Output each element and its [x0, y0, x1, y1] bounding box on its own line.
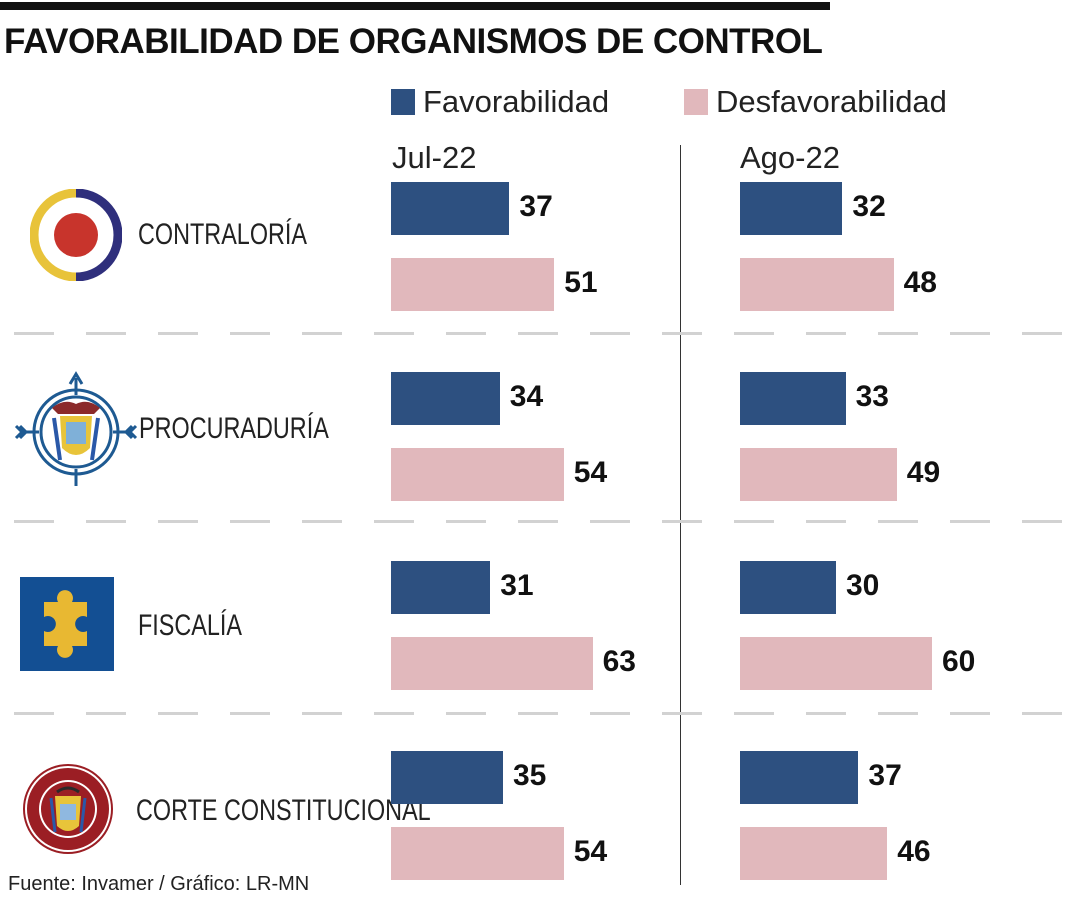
org-name-corte-constitucional: CORTE CONSTITUCIONAL — [136, 794, 431, 827]
chart-title: FAVORABILIDAD DE ORGANISMOS DE CONTROL — [4, 22, 823, 61]
data-label-favorable-jul-fiscalia: 31 — [500, 569, 534, 602]
data-label-unfavorable-jul-fiscalia: 63 — [602, 645, 636, 678]
data-label-favorable-ago-fiscalia: 30 — [846, 569, 880, 602]
data-label-favorable-ago-corte-constitucional: 37 — [868, 759, 902, 792]
procuraduria-logo-icon — [14, 371, 138, 486]
bar-favorable-ago-contraloria — [740, 182, 843, 235]
legend-item-unfavorable: Desfavorabilidad — [684, 84, 947, 120]
bar-unfavorable-ago-corte-constitucional — [740, 827, 888, 880]
data-label-unfavorable-jul-contraloria: 51 — [564, 266, 598, 299]
corte-constitucional-logo-icon — [23, 764, 113, 854]
data-label-unfavorable-jul-procuraduria: 54 — [573, 456, 608, 489]
bar-unfavorable-jul-procuraduria — [391, 448, 564, 501]
org-name-contraloria: CONTRALORÍA — [138, 218, 308, 251]
data-label-unfavorable-ago-procuraduria: 49 — [906, 456, 941, 489]
data-label-unfavorable-ago-corte-constitucional: 46 — [897, 835, 931, 868]
data-label-favorable-ago-contraloria: 32 — [852, 190, 886, 223]
bar-unfavorable-ago-fiscalia — [740, 637, 932, 690]
data-label-unfavorable-ago-fiscalia: 60 — [942, 645, 976, 678]
bar-favorable-jul-procuraduria — [391, 372, 500, 425]
org-name-procuraduria: PROCURADURÍA — [139, 412, 329, 445]
data-label-unfavorable-ago-contraloria: 48 — [903, 266, 937, 299]
bar-favorable-jul-contraloria — [391, 182, 510, 235]
source-note: Fuente: Invamer / Gráfico: LR-MN — [8, 873, 310, 895]
bar-unfavorable-jul-fiscalia — [391, 637, 593, 690]
legend-item-favorable: Favorabilidad — [391, 84, 609, 120]
panel-label-ago: Ago-22 — [740, 140, 840, 175]
top-rule — [0, 2, 830, 10]
row-separator — [14, 712, 1064, 715]
fiscalia-logo-icon — [20, 577, 114, 671]
contraloria-logo-icon — [30, 189, 122, 281]
bar-unfavorable-jul-corte-constitucional — [391, 827, 564, 880]
bar-unfavorable-ago-procuraduria — [740, 448, 897, 501]
panel-label-jul: Jul-22 — [392, 140, 477, 175]
org-name-fiscalia: FISCALÍA — [138, 609, 243, 642]
data-label-favorable-ago-procuraduria: 33 — [855, 380, 889, 413]
data-label-favorable-jul-contraloria: 37 — [519, 190, 553, 223]
panel-divider — [680, 145, 681, 885]
bar-unfavorable-jul-contraloria — [391, 258, 555, 311]
row-separator — [14, 332, 1064, 335]
bar-favorable-jul-fiscalia — [391, 561, 491, 614]
legend-label-unfavorable: Desfavorabilidad — [716, 84, 947, 119]
data-label-favorable-jul-procuraduria: 34 — [509, 380, 544, 413]
legend-swatch-favorable — [391, 89, 415, 115]
data-label-favorable-jul-corte-constitucional: 35 — [513, 759, 547, 792]
legend-swatch-unfavorable — [684, 89, 708, 115]
legend-label-favorable: Favorabilidad — [423, 84, 610, 119]
bar-unfavorable-ago-contraloria — [740, 258, 894, 311]
bar-favorable-ago-procuraduria — [740, 372, 846, 425]
bar-favorable-ago-corte-constitucional — [740, 751, 859, 804]
bar-favorable-ago-fiscalia — [740, 561, 836, 614]
data-label-unfavorable-jul-corte-constitucional: 54 — [573, 835, 608, 868]
bar-favorable-jul-corte-constitucional — [391, 751, 503, 804]
row-separator — [14, 520, 1064, 523]
